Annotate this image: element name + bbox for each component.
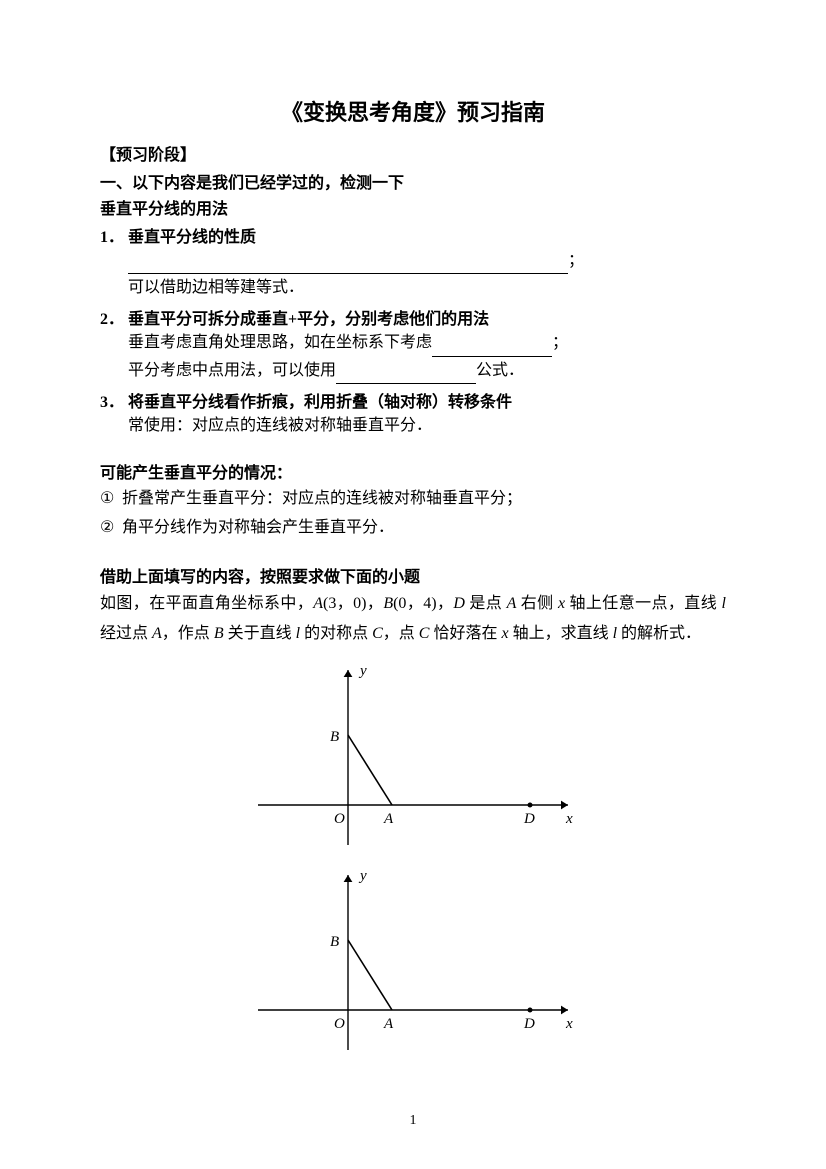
situation-1: ① 折叠常产生垂直平分：对应点的连线被对称轴垂直平分；: [100, 485, 726, 514]
svg-text:A: A: [383, 811, 394, 827]
item-3: 3． 将垂直平分线看作折痕，利用折叠（轴对称）转移条件: [100, 388, 726, 412]
item-3-sub: 常使用：对应点的连线被对称轴垂直平分．: [128, 412, 726, 439]
page-title: 《变换思考角度》预习指南: [100, 95, 726, 127]
situation-1-text: 折叠常产生垂直平分：对应点的连线被对称轴垂直平分；: [122, 485, 522, 514]
svg-text:B: B: [330, 934, 339, 950]
svg-text:O: O: [334, 1016, 345, 1032]
svg-text:D: D: [523, 1016, 535, 1032]
situation-2: ② 角平分线作为对称轴会产生垂直平分．: [100, 514, 726, 543]
punct: ；: [568, 252, 584, 269]
svg-text:B: B: [330, 729, 339, 745]
item-2-sub-2: 平分考虑中点用法，可以使用 公式．: [128, 357, 726, 384]
svg-text:y: y: [358, 663, 367, 679]
spacer: [100, 543, 726, 561]
exercise-header: 借助上面填写的内容，按照要求做下面的小题: [100, 563, 726, 587]
situations-header: 可能产生垂直平分的情况：: [100, 459, 726, 483]
stage-header: 【预习阶段】: [100, 141, 726, 165]
text: 平分考虑中点用法，可以使用: [128, 362, 336, 379]
intro-line: 一、以下内容是我们已经学过的，检测一下: [100, 169, 726, 193]
spacer: [100, 439, 726, 457]
text: 垂直考虑直角处理思路，如在坐标系下考虑: [128, 334, 432, 351]
item-2-heading: 垂直平分可拆分成垂直+平分，分别考虑他们的用法: [128, 305, 726, 329]
punct: 公式．: [476, 362, 524, 379]
svg-text:y: y: [358, 868, 367, 884]
svg-text:D: D: [523, 811, 535, 827]
item-1: 1． 垂直平分线的性质: [100, 223, 726, 247]
situation-2-text: 角平分线作为对称轴会产生垂直平分．: [122, 514, 394, 543]
item-3-num: 3．: [100, 388, 128, 412]
coordinate-chart-2: y x O A B D: [248, 860, 578, 1060]
item-1-num: 1．: [100, 223, 128, 247]
fill-blank[interactable]: [336, 383, 476, 384]
coordinate-diagrams: y x O A B D y x O A B D: [100, 655, 726, 1065]
item-2-num: 2．: [100, 305, 128, 329]
svg-text:x: x: [565, 1016, 573, 1032]
item-2: 2． 垂直平分可拆分成垂直+平分，分别考虑他们的用法: [100, 305, 726, 329]
item-1-sub: 可以借助边相等建等式．: [128, 274, 726, 301]
topic-header: 垂直平分线的用法: [100, 195, 726, 219]
circled-num-1: ①: [100, 485, 122, 514]
circled-num-2: ②: [100, 514, 122, 543]
svg-text:O: O: [334, 811, 345, 827]
item-3-heading: 将垂直平分线看作折痕，利用折叠（轴对称）转移条件: [128, 388, 726, 412]
item-1-heading: 垂直平分线的性质: [128, 223, 726, 247]
svg-text:A: A: [383, 1016, 394, 1032]
coordinate-chart-1: y x O A B D: [248, 655, 578, 855]
situations-list: ① 折叠常产生垂直平分：对应点的连线被对称轴垂直平分； ② 角平分线作为对称轴会…: [100, 485, 726, 543]
item-1-blank-row: ；: [128, 247, 726, 274]
page-number: 1: [0, 1113, 826, 1129]
punct: ；: [552, 334, 568, 351]
item-2-sub-1: 垂直考虑直角处理思路，如在坐标系下考虑 ；: [128, 329, 726, 356]
svg-text:x: x: [565, 811, 573, 827]
exercise-body: 如图，在平面直角坐标系中，A(3，0)，B(0，4)，D 是点 A 右侧 x 轴…: [100, 589, 726, 650]
